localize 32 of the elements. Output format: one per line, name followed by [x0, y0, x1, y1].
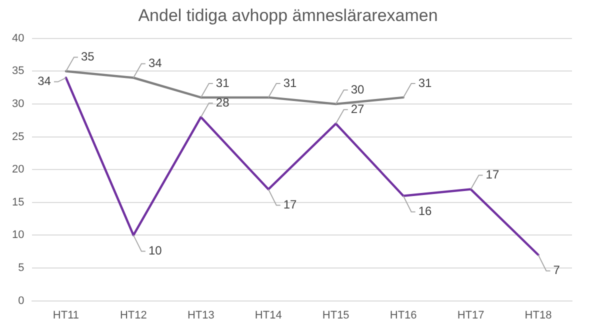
data-label: 35	[80, 50, 95, 64]
data-label: 31	[283, 76, 298, 90]
data-label: 17	[283, 198, 298, 212]
y-tick-label: 30	[12, 98, 24, 110]
x-tick-label: HT15	[322, 309, 350, 322]
data-label: 31	[216, 76, 230, 90]
x-tick-label: HT14	[254, 309, 282, 322]
x-tick-label: HT16	[390, 309, 417, 322]
data-label: 27	[350, 102, 365, 116]
y-tick-label: 0	[18, 294, 24, 307]
y-tick-label: 25	[12, 130, 24, 143]
y-tick-label: 35	[12, 65, 24, 78]
y-tick-label: 10	[12, 229, 24, 242]
y-tick-label: 40	[12, 32, 24, 44]
x-tick-label: HT13	[187, 309, 214, 322]
data-label: 34	[148, 56, 162, 70]
data-label: 31	[418, 76, 432, 90]
data-label: 7	[553, 263, 560, 278]
chart-title: Andel tidiga avhopp ämneslärarexamen	[138, 6, 438, 25]
y-tick-label: 5	[18, 262, 24, 274]
y-tick-label: 15	[12, 196, 24, 208]
x-tick-label: HT17	[457, 309, 484, 322]
data-label: 10	[148, 244, 162, 258]
x-tick-label: HT12	[120, 309, 147, 322]
data-label: 30	[350, 82, 365, 96]
data-label: 28	[216, 95, 230, 110]
data-label: 17	[486, 168, 500, 182]
x-tick-label: HT18	[524, 309, 552, 322]
data-label: 34	[38, 74, 52, 88]
y-tick-label: 20	[12, 164, 24, 176]
data-label: 16	[418, 204, 432, 218]
x-tick-label: HT11	[52, 309, 80, 322]
